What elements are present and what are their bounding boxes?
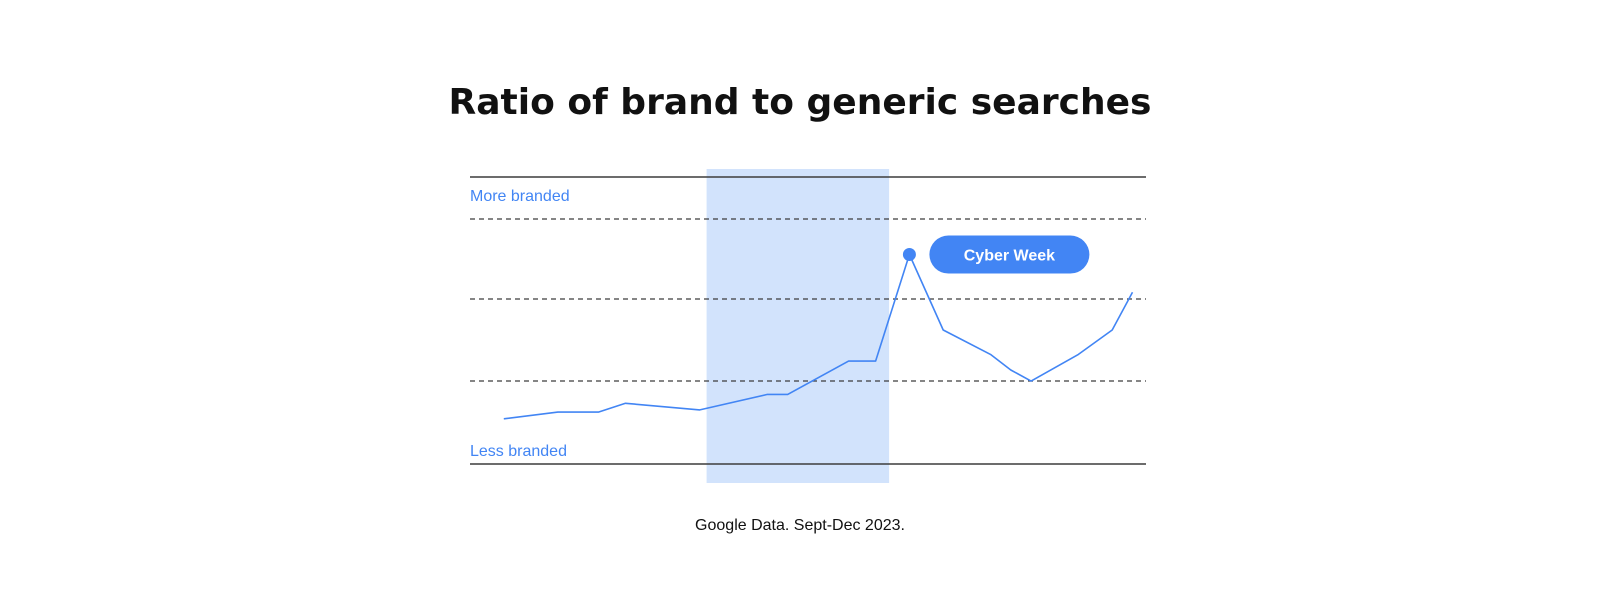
label-less-branded: Less branded	[470, 443, 567, 460]
highlight-band	[706, 169, 890, 483]
cyber-week-label: Cyber Week	[964, 248, 1055, 265]
cyber-week-badge	[929, 235, 1090, 274]
source-caption: Google Data. Sept-Dec 2023.	[695, 517, 905, 534]
label-more-branded: More branded	[470, 188, 570, 205]
peak-point	[902, 248, 916, 262]
series-line	[503, 253, 1134, 420]
chart-title: Ratio of brand to generic searches	[448, 82, 1152, 123]
